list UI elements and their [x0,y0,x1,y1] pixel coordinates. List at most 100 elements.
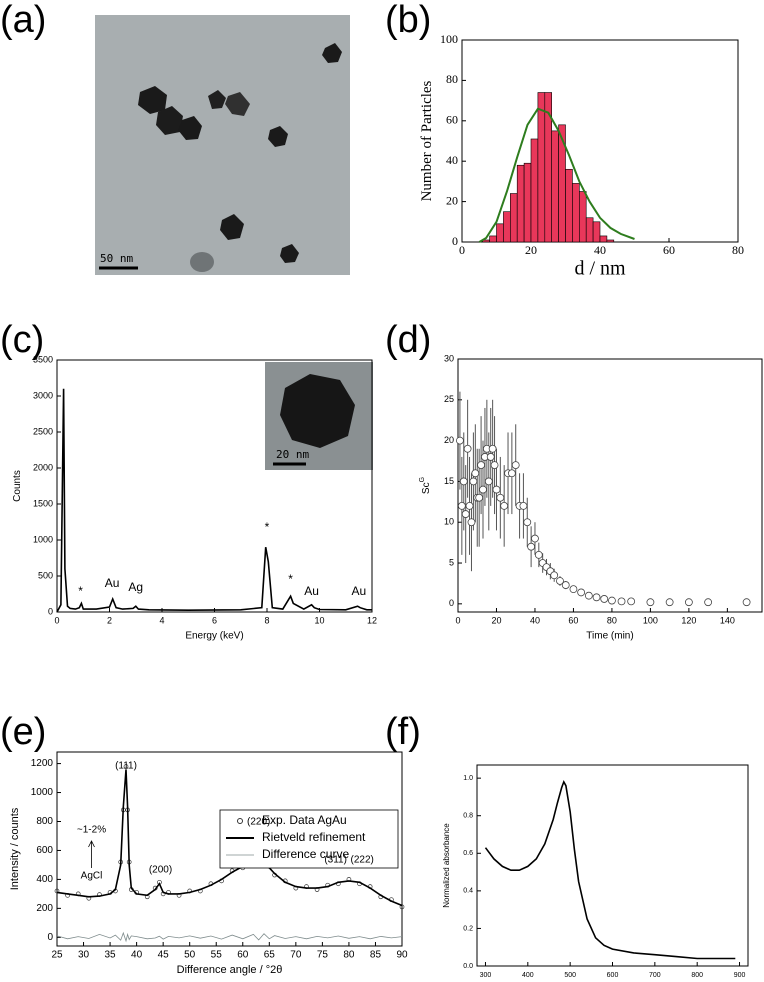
x-tick-label: 600 [607,972,619,979]
bar [503,211,511,243]
x-tick-label: 85 [370,950,382,961]
x-tick-label: 500 [564,972,576,979]
scale-bar-label: 50 nm [100,252,133,265]
particle [280,244,299,263]
y-tick-label: 600 [36,845,53,856]
x-tick-label: 60 [568,615,578,625]
particle [220,214,244,240]
bar [523,162,532,243]
y-tick-label: 400 [36,874,53,885]
x-tick-label: 30 [78,950,90,961]
annotation: Au [304,584,319,598]
y-axis-label-text: Number of Particles [419,80,435,201]
image-background [95,15,350,275]
x-tick-label: 0 [459,243,465,257]
x-axis-label: Energy (keV) [185,631,243,642]
y-tick-label: 30 [444,353,454,363]
point [519,502,528,510]
y-tick-label: 800 [36,816,53,827]
point [492,485,501,494]
y-tick-label: 20 [444,435,454,445]
x-tick-label: 0 [455,615,460,625]
particle [156,106,183,135]
y-tick-label: 80 [446,72,458,86]
tem-image: 50 nm [95,15,350,275]
y-tick-label: 1500 [33,498,53,508]
x-tick-label: 45 [158,950,170,961]
y-tick-label: 0.4 [463,888,473,895]
chart-panel: (d) 0 20 40 60 80 100 120 140 0 5 10 15 20 25 30 Time (m… [385,319,763,642]
x-tick-label: 60 [663,243,675,257]
y-tick-label: 3500 [33,354,53,364]
x-tick-label: 140 [720,615,735,625]
point [457,502,466,510]
scale-bar-label: 20 nm [276,448,309,461]
panel-label: (e) [0,711,46,753]
y-axis-label: Intensity / counts [9,807,21,890]
bar [578,191,587,243]
x-tick-label: 50 [184,950,196,961]
point [742,598,751,607]
x-tick-label: 700 [649,972,661,979]
point [646,598,655,607]
point [577,588,586,597]
y-tick-label: 500 [38,570,53,580]
point [486,453,495,461]
point [463,444,472,453]
panel-label: (d) [385,319,431,361]
annotation: * [265,520,270,534]
point [531,534,539,543]
point [600,595,609,603]
x-tick-label: 70 [290,950,302,961]
y-axis-label: Normalized absorbance [442,823,451,908]
x-tick-label: 20 [525,243,537,257]
bar [537,92,546,243]
series-line [484,779,736,960]
point [561,581,570,589]
x-tick-label: 40 [131,950,143,961]
bar [496,223,504,243]
bar [516,164,525,243]
particle [322,43,342,63]
y-axis-label-text: Intensity / counts [9,807,21,890]
bar [585,217,594,243]
annotation: ~1-2% [77,825,106,836]
series-line [56,931,403,943]
legend-label: Exp. Data AgAu [262,813,347,827]
point [617,597,626,606]
panel-label: (f) [385,711,421,753]
point [488,444,497,453]
panel-label: (c) [0,319,44,361]
x-tick-label: 300 [480,972,492,979]
annotation: (222) [351,855,374,866]
x-tick-label: 100 [643,615,658,625]
annotation: AgCl [81,871,103,882]
y-axis-label-text: Normalized absorbance [442,823,451,908]
x-tick-label: 80 [732,243,744,257]
y-tick-label: 1.0 [463,775,473,782]
plot-frame [457,358,763,613]
x-tick-label: 0 [54,615,59,625]
point [484,477,493,486]
x-tick-label: 75 [317,950,329,961]
y-tick-label: 0.8 [463,813,473,820]
legend-swatch [237,818,243,824]
particle [178,116,202,140]
y-axis-label: ScG [419,477,432,494]
y-tick-label: 0 [47,932,53,943]
x-tick-label: 65 [264,950,276,961]
shadow [190,252,214,272]
annotation: Ag [128,580,143,594]
point [704,598,713,607]
y-tick-label: 5 [449,557,454,567]
x-tick-label: 12 [367,615,377,625]
point [471,469,480,478]
legend-label: Difference curve [262,847,349,861]
x-tick-label: 2 [107,615,112,625]
x-axis-label: Time (min) [586,631,633,642]
point [456,436,464,445]
x-tick-label: 400 [522,972,534,979]
bar [551,130,559,243]
bar [565,168,573,243]
annotation: (220) [247,817,270,828]
